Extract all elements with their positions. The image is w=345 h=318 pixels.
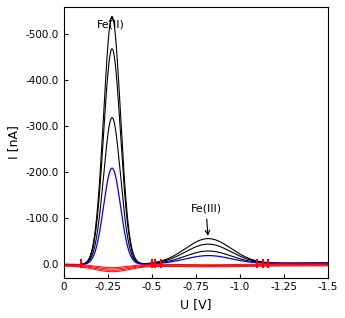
Text: Fe(III): Fe(III): [190, 204, 221, 235]
X-axis label: U [V]: U [V]: [180, 298, 211, 311]
Y-axis label: I [nA]: I [nA]: [7, 125, 20, 159]
Text: Fe(II): Fe(II): [97, 17, 125, 30]
